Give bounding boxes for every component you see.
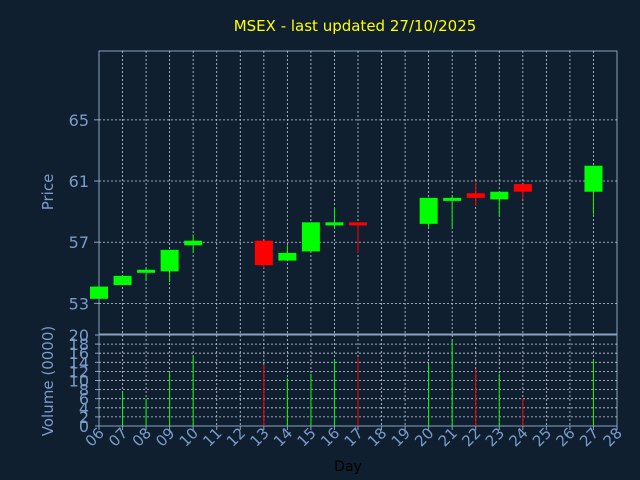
price-panel: 53 57 61 65 bbox=[69, 50, 618, 335]
candle-body bbox=[349, 222, 367, 226]
candle-body bbox=[443, 197, 462, 201]
candle-body bbox=[254, 240, 273, 266]
candle-body bbox=[419, 197, 438, 224]
volume-tick-label: 6 bbox=[79, 390, 89, 409]
price-tick-label: 57 bbox=[69, 233, 89, 252]
volume-tick-label: 18 bbox=[69, 335, 89, 354]
candle-body bbox=[90, 286, 108, 299]
price-axis-label: Price bbox=[39, 174, 57, 211]
volume-tick-label: 2 bbox=[79, 408, 89, 427]
candle-body bbox=[513, 184, 532, 192]
chart-title: MSEX - last updated 27/10/2025 bbox=[234, 17, 477, 35]
x-tick-labels: 0607080910111213141516171819202122232425… bbox=[82, 424, 626, 450]
volume-axis-label: Volume (0000) bbox=[39, 326, 57, 436]
volume-tick-label: 4 bbox=[79, 399, 89, 418]
price-tick-label: 53 bbox=[69, 294, 89, 313]
candle-body bbox=[278, 252, 297, 261]
volume-tick-label: 10 bbox=[69, 372, 89, 391]
candle-body bbox=[301, 222, 320, 252]
volume-tick-label: 16 bbox=[69, 344, 89, 363]
candle-body bbox=[490, 191, 509, 200]
candle-body bbox=[184, 240, 203, 246]
volume-tick-label: 8 bbox=[79, 381, 89, 400]
candle-body bbox=[137, 269, 156, 273]
price-tick-label: 61 bbox=[69, 172, 89, 191]
price-tick-label: 65 bbox=[69, 111, 89, 130]
candle-body bbox=[113, 275, 132, 286]
candle-body bbox=[325, 222, 344, 226]
volume-tick-label: 20 bbox=[69, 326, 89, 345]
candle-body bbox=[466, 193, 485, 198]
candle-body bbox=[160, 249, 179, 272]
x-axis-label: Day bbox=[334, 459, 362, 475]
candle-body bbox=[584, 165, 603, 192]
volume-tick-label: 12 bbox=[69, 362, 89, 381]
volume-tick-label: 14 bbox=[69, 353, 89, 372]
volume-tick-label: 0 bbox=[79, 417, 89, 436]
